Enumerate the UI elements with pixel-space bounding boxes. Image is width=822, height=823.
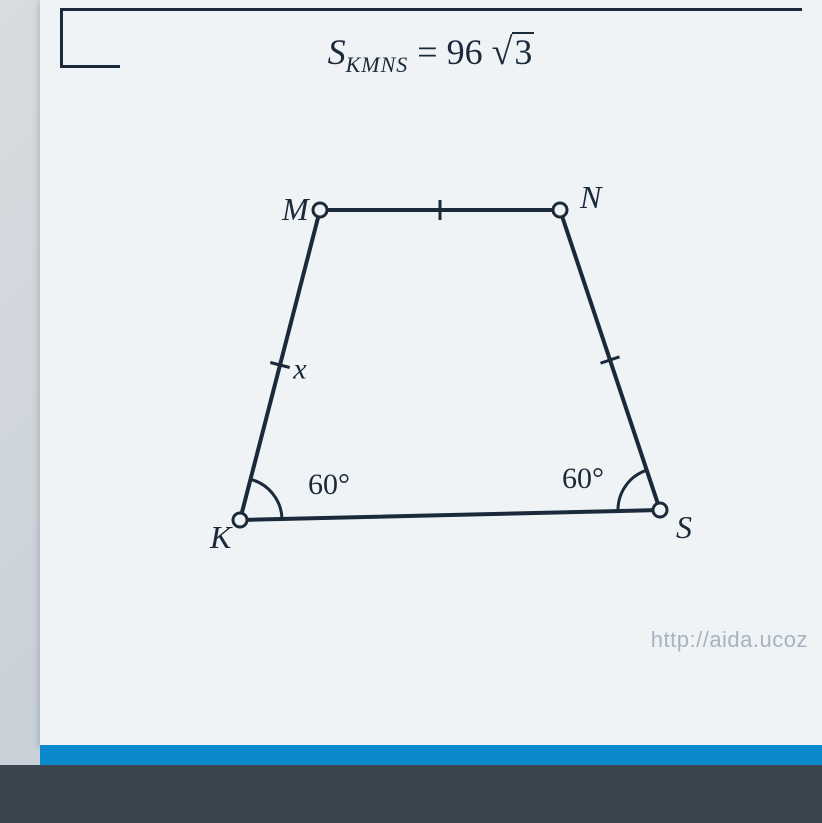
sqrt-argument: 3 bbox=[512, 32, 534, 70]
svg-text:S: S bbox=[676, 509, 692, 545]
formula-equals: = bbox=[417, 32, 437, 72]
area-formula: SKMNS = 96 √3 bbox=[40, 30, 822, 78]
formula-subscript: KMNS bbox=[346, 52, 409, 77]
svg-text:60°: 60° bbox=[308, 468, 350, 501]
formula-symbol: S bbox=[328, 32, 346, 72]
svg-text:60°: 60° bbox=[562, 462, 604, 495]
svg-text:K: K bbox=[209, 519, 233, 555]
dark-bottom-bar bbox=[0, 765, 822, 823]
blue-divider-bar bbox=[40, 745, 822, 765]
formula-value: 96 bbox=[447, 32, 483, 72]
watermark-text: http://aida.ucoz bbox=[651, 627, 808, 653]
page-container: SKMNS = 96 √3 60°60°xKMNS http://aida.uc… bbox=[0, 0, 822, 823]
svg-text:M: M bbox=[281, 191, 311, 227]
trapezoid-diagram: 60° 60° x K M N S bbox=[160, 150, 720, 590]
svg-text:N: N bbox=[579, 179, 603, 215]
sqrt-icon: √3 bbox=[492, 30, 535, 74]
sheet: SKMNS = 96 √3 60°60°xKMNS http://aida.uc… bbox=[40, 0, 822, 745]
top-frame-line bbox=[60, 8, 802, 11]
svg-text:x: x bbox=[292, 352, 307, 385]
